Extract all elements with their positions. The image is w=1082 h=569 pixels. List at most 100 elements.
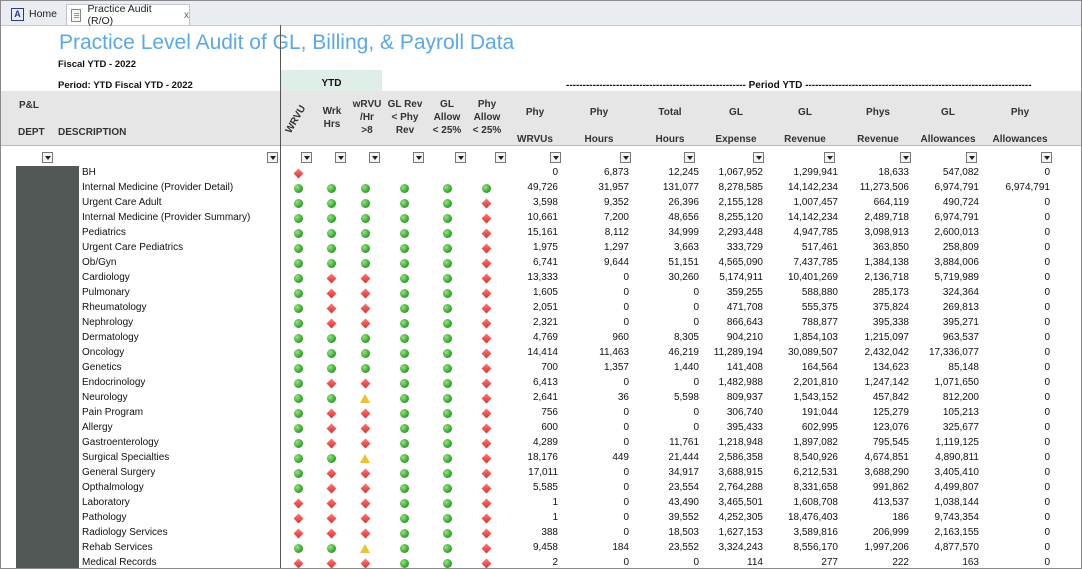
filter-gl-rev-button[interactable] — [413, 152, 424, 163]
gl-expense-value: 866,643 — [726, 317, 763, 328]
gl-allow-green-circle-icon — [443, 289, 452, 298]
phy-allowances-value: 0 — [1044, 287, 1050, 298]
gl-allowances-value: 490,724 — [942, 197, 979, 208]
total-hours-value: 11,761 — [669, 437, 699, 448]
filter-phy-wrvus-button[interactable] — [550, 152, 561, 163]
phy-allowances-value: 0 — [1044, 467, 1050, 478]
row-description: Pain Program — [82, 407, 144, 418]
total-hours-value: 0 — [693, 407, 699, 418]
total-hours-header: Total Hours — [649, 99, 691, 153]
row-description: Nephrology — [82, 317, 134, 328]
filter-gl-revenue-button[interactable] — [824, 152, 835, 163]
gl-rev-green-circle-icon — [400, 349, 409, 358]
phy-wrvus-value: 6,741 — [532, 257, 558, 268]
gl-allow-green-circle-icon — [443, 484, 452, 493]
phys-revenue-line2: Revenue — [857, 134, 899, 145]
wrvu-hr-header: wRVU /Hr >8 — [349, 98, 385, 137]
tab-home-label: Home — [29, 8, 58, 20]
wrvu-hr-red-diamond-icon — [360, 303, 370, 313]
phys-revenue-value: 375,824 — [872, 302, 909, 313]
gl-allow-line3: < 25% — [432, 125, 462, 136]
filter-gl-allowances-button[interactable] — [966, 152, 977, 163]
filter-gl-expense-button[interactable] — [753, 152, 764, 163]
filter-wrvu-button[interactable] — [301, 152, 312, 163]
wrvu-hr-red-diamond-icon — [360, 273, 370, 283]
phy-wrvus-value: 600 — [541, 422, 558, 433]
wrk-hrs-red-diamond-icon — [326, 483, 336, 493]
phy-allowances-value: 0 — [1044, 272, 1050, 283]
gl-revenue-value: 18,476,403 — [787, 512, 838, 523]
gl-expense-value: 3,324,243 — [718, 542, 764, 553]
wrk-hrs-red-diamond-icon — [326, 288, 336, 298]
gl-rev-green-circle-icon — [400, 544, 409, 553]
gl-expense-value: 904,210 — [726, 332, 763, 343]
row-description: Oncology — [82, 347, 125, 358]
wrvu-hr-green-circle-icon — [361, 334, 370, 343]
gl-expense-value: 114 — [747, 557, 763, 568]
filter-phy-allowances-button[interactable] — [1041, 152, 1052, 163]
phy-hours-value: 0 — [623, 287, 629, 298]
phy-wrvus-value: 2,051 — [532, 302, 558, 313]
phys-revenue-value: 3,688,290 — [864, 467, 910, 478]
total-hours-value: 131,077 — [662, 182, 699, 193]
wrvu-green-circle-icon — [294, 214, 303, 223]
wrk-hrs-green-circle-icon — [327, 544, 336, 553]
gl-allow-green-circle-icon — [443, 214, 452, 223]
gl-allowances-line2: Allowances — [920, 134, 976, 145]
wrvu-green-circle-icon — [294, 334, 303, 343]
phys-revenue-value: 2,432,042 — [864, 347, 910, 358]
filter-phys-revenue-button[interactable] — [900, 152, 911, 163]
gl-allowances-value: 325,677 — [942, 422, 979, 433]
close-tab-icon[interactable]: x — [184, 9, 189, 21]
gl-allow-green-circle-icon — [443, 259, 452, 268]
gl-revenue-value: 1,299,941 — [793, 167, 839, 178]
gl-allowances-value: 258,809 — [942, 242, 979, 253]
wrk-hrs-red-diamond-icon — [326, 468, 336, 478]
gl-expense-line2: Expense — [715, 134, 757, 145]
phy-allowances-value: 0 — [1044, 497, 1050, 508]
filter-gl-allow-button[interactable] — [455, 152, 466, 163]
pl-header: P&L — [19, 100, 39, 111]
phy-hours-line2: Hours — [584, 134, 614, 145]
gl-allow-green-circle-icon — [443, 469, 452, 478]
gl-revenue-value: 588,880 — [801, 287, 838, 298]
row-description: Internal Medicine (Provider Detail) — [82, 182, 234, 193]
filter-description-button[interactable] — [267, 152, 278, 163]
gl-allowances-value: 269,813 — [942, 302, 979, 313]
filter-phy-allow-button[interactable] — [495, 152, 506, 163]
phy-hours-value: 9,352 — [603, 197, 629, 208]
phy-allowances-value: 0 — [1044, 422, 1050, 433]
gl-revenue-value: 7,437,785 — [793, 257, 839, 268]
gl-allow-green-circle-icon — [443, 544, 452, 553]
gl-allow-green-circle-icon — [443, 514, 452, 523]
wrvu-hr-green-circle-icon — [361, 229, 370, 238]
phy-wrvus-value: 4,289 — [532, 437, 558, 448]
phy-allow-line2: Allow — [473, 112, 501, 123]
filter-dept-button[interactable] — [42, 152, 53, 163]
gl-allow-green-circle-icon — [443, 559, 452, 568]
phys-revenue-value: 363,850 — [872, 242, 909, 253]
phy-allowances-line1: Phy — [1010, 107, 1030, 118]
phys-revenue-line1: Phys — [866, 107, 890, 118]
filter-wrvu-hr-button[interactable] — [369, 152, 380, 163]
total-hours-value: 23,552 — [668, 542, 699, 553]
row-description: Pediatrics — [82, 227, 126, 238]
filter-wrk-hrs-button[interactable] — [335, 152, 346, 163]
filter-total-hours-button[interactable] — [684, 152, 695, 163]
wrvu-green-circle-icon — [294, 379, 303, 388]
phys-revenue-value: 457,842 — [872, 392, 909, 403]
gl-revenue-value: 14,142,234 — [787, 182, 838, 193]
phy-wrvus-value: 9,458 — [532, 542, 558, 553]
tab-home[interactable]: A Home — [11, 4, 57, 24]
phy-wrvus-value: 2,321 — [532, 317, 558, 328]
wrvu-green-circle-icon — [294, 319, 303, 328]
wrk-hrs-red-diamond-icon — [326, 513, 336, 523]
phy-wrvus-value: 2 — [552, 557, 558, 568]
filter-phy-hours-button[interactable] — [620, 152, 631, 163]
ytd-header: YTD — [281, 70, 382, 91]
wrk-hrs-green-circle-icon — [327, 349, 336, 358]
phy-hours-value: 0 — [623, 497, 629, 508]
wrk-hrs-red-diamond-icon — [326, 318, 336, 328]
gl-allow-line1: GL — [440, 99, 454, 110]
tab-practice-audit[interactable]: Practice Audit (R/O) x — [66, 3, 190, 27]
